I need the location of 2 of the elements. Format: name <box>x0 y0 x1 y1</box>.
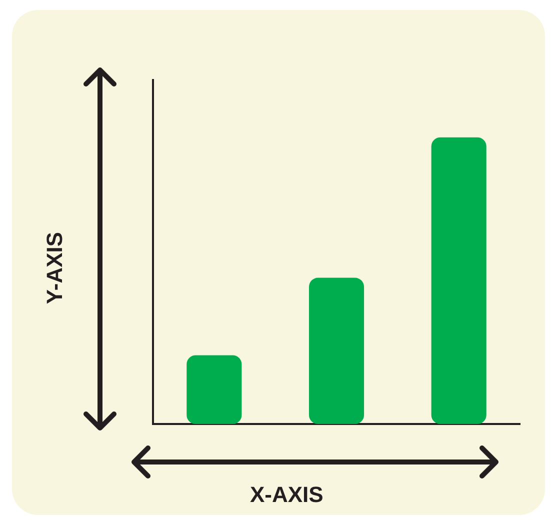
y-axis-title: Y-AXIS <box>42 232 68 304</box>
x-axis-title: X-AXIS <box>250 482 324 508</box>
